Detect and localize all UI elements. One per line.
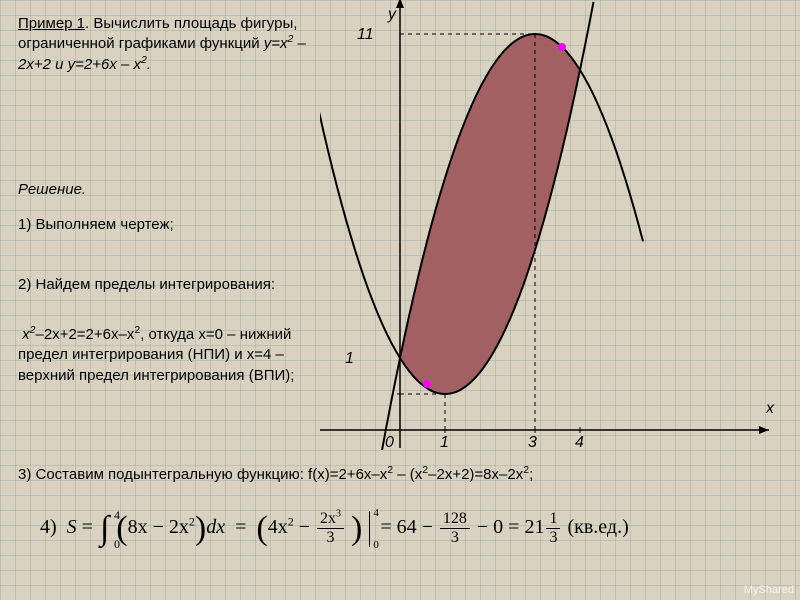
step-3: 3) Составим подынтегральную функцию: f(x… xyxy=(18,465,778,485)
eval-bar: 4 0 xyxy=(369,511,370,547)
tick-11: 11 xyxy=(357,26,374,44)
example-title: Пример 1. Вычислить площадь фигуры, огра… xyxy=(18,14,318,75)
solution-label: Решение. xyxy=(18,180,86,200)
watermark: MyShared xyxy=(744,584,794,596)
y-axis-label: y xyxy=(388,6,396,24)
x-axis-label: x xyxy=(766,400,774,418)
integral-icon: ∫ 4 0 xyxy=(100,512,109,546)
step-2-body: x2–2x+2=2+6x–x2, откуда x=0 – нижний пре… xyxy=(18,325,328,386)
tick-0: 0 xyxy=(385,434,394,452)
step-2-header: 2) Найдем пределы интегрирования: xyxy=(18,275,278,295)
step-4-formula: 4) S = ∫ 4 0 (8x − 2x2)dx = (4x2 − 2x33 … xyxy=(40,510,780,547)
step-1: 1) Выполняем чертеж; xyxy=(18,215,174,235)
tick-1y: 1 xyxy=(345,350,354,368)
title-label: Пример 1 xyxy=(18,15,85,32)
area-chart xyxy=(320,0,800,450)
tick-3: 3 xyxy=(528,434,537,452)
tick-4: 4 xyxy=(575,434,584,452)
tick-1x: 1 xyxy=(440,434,449,452)
